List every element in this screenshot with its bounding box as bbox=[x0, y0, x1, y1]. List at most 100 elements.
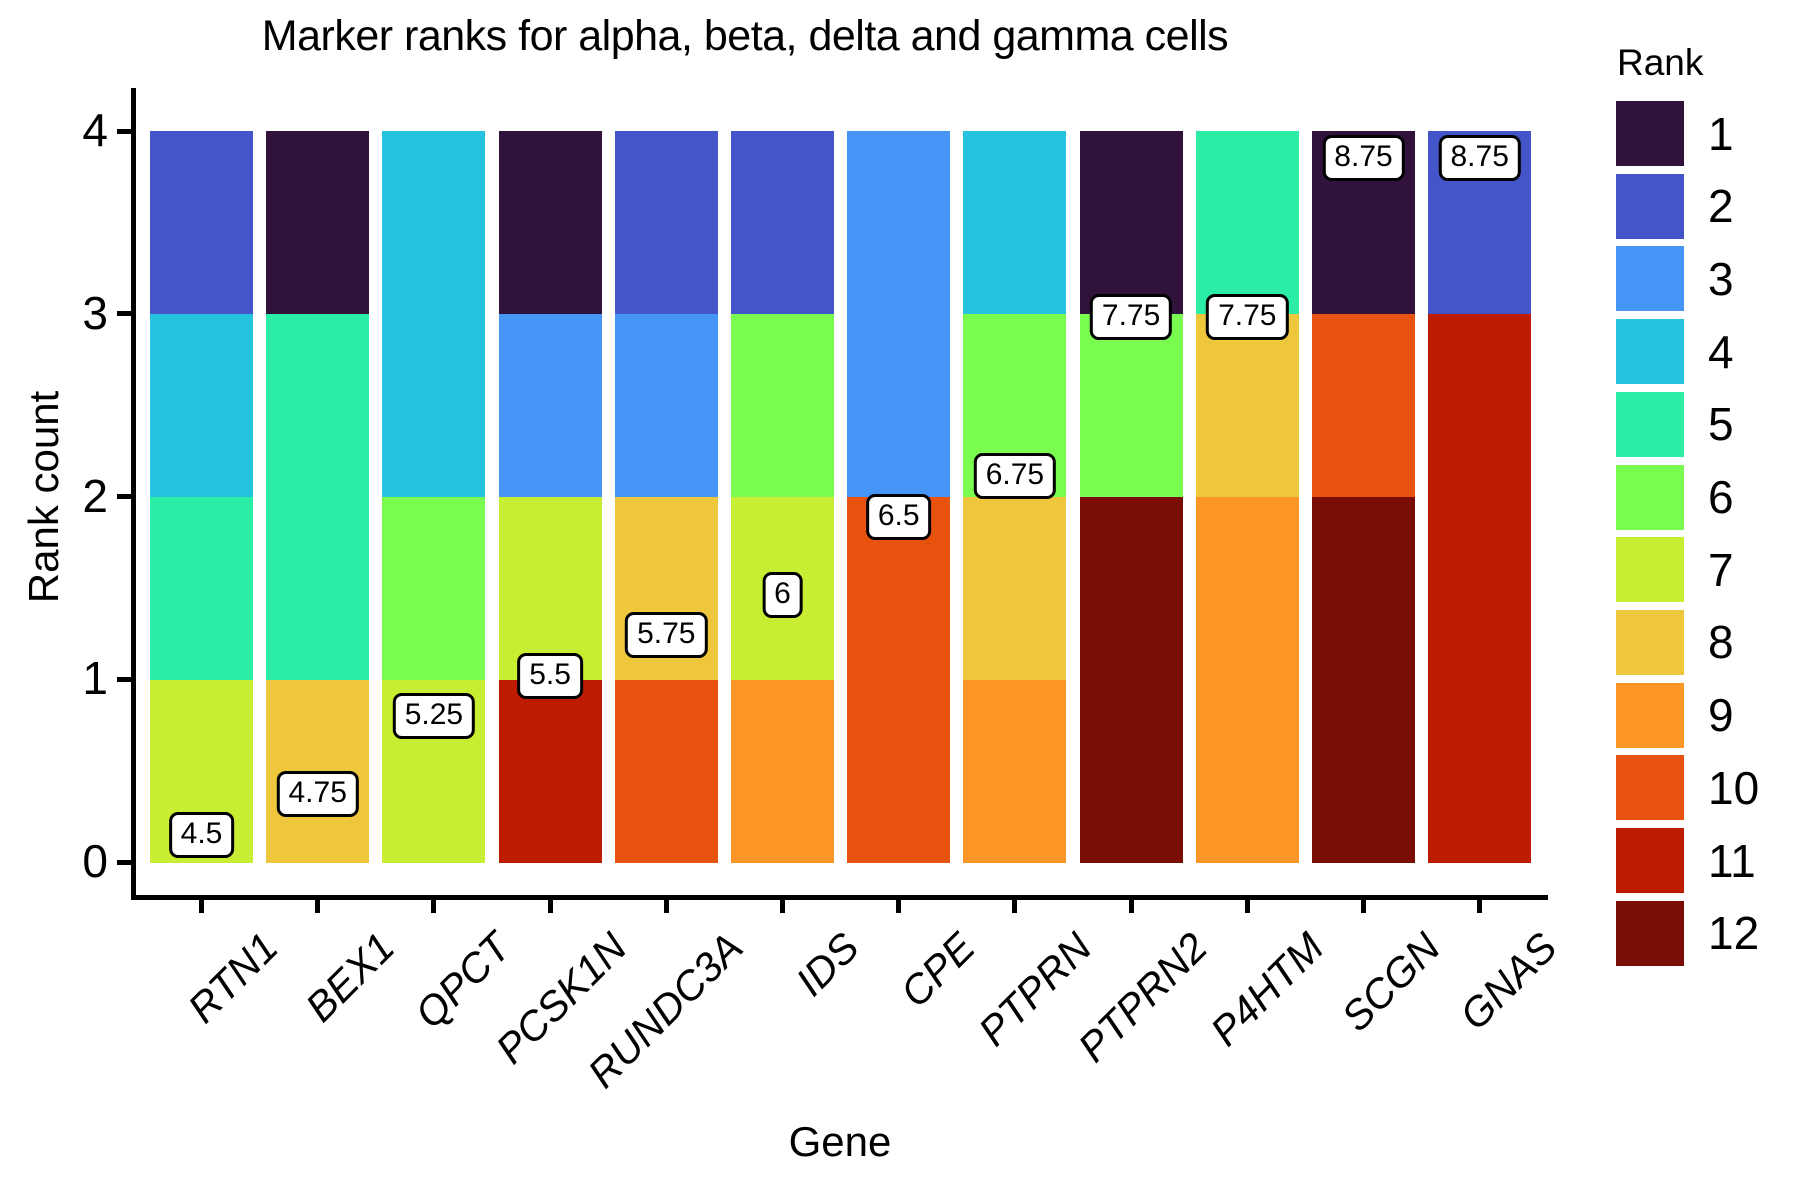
mean-rank-label-PTPRN2: 7.75 bbox=[1089, 294, 1173, 341]
bar-segment-PTPRN2-rank-12 bbox=[1079, 679, 1183, 863]
legend-swatch-rank-11 bbox=[1616, 828, 1684, 893]
x-tick-mark bbox=[1477, 900, 1483, 913]
legend-label-rank-7: 7 bbox=[1708, 543, 1734, 596]
y-tick-mark bbox=[117, 128, 131, 134]
x-tick-label-P4HTM: P4HTM bbox=[1201, 923, 1333, 1055]
legend-swatch-rank-5 bbox=[1616, 391, 1684, 457]
y-tick-mark bbox=[117, 494, 131, 499]
y-tick-label: 4 bbox=[82, 104, 108, 157]
chart-title: Marker ranks for alpha, beta, delta and … bbox=[261, 12, 1229, 60]
y-axis-spine bbox=[131, 88, 136, 900]
mean-rank-label-PTPRN: 6.75 bbox=[973, 453, 1057, 500]
bar-segment-BEX1-rank-8 bbox=[266, 679, 370, 863]
bar-segment-P4HTM-rank-8 bbox=[1195, 313, 1299, 498]
bar-segment-PCSK1N-rank-11 bbox=[498, 679, 602, 863]
legend-title: Rank bbox=[1617, 42, 1704, 83]
bar-segment-PTPRN-rank-8 bbox=[963, 496, 1067, 680]
bar-segment-CPE-rank-3 bbox=[847, 131, 951, 315]
y-tick-mark bbox=[117, 859, 131, 865]
bar-segment-GNAS-rank-11 bbox=[1428, 313, 1532, 498]
x-tick-mark bbox=[315, 900, 321, 913]
bar-segment-IDS-rank-2 bbox=[731, 131, 834, 315]
y-tick-label: 3 bbox=[82, 286, 108, 339]
bar-segment-GNAS-rank-11 bbox=[1428, 496, 1532, 680]
mean-rank-label-QPCT: 5.25 bbox=[392, 692, 476, 739]
legend-label-rank-4: 4 bbox=[1708, 325, 1734, 378]
bar-segment-QPCT-rank-4 bbox=[382, 131, 486, 315]
bar-segment-PCSK1N-rank-3 bbox=[498, 313, 602, 498]
bar-segment-BEX1-rank-5 bbox=[266, 496, 370, 680]
x-tick-label-IDS: IDS bbox=[787, 923, 868, 1005]
x-tick-label-RTN1: RTN1 bbox=[179, 923, 287, 1032]
x-tick-mark bbox=[199, 900, 204, 913]
legend-swatch-rank-8 bbox=[1616, 609, 1684, 675]
bar-segment-QPCT-rank-6 bbox=[382, 496, 486, 680]
legend-swatch-rank-12 bbox=[1616, 900, 1684, 966]
legend-label-rank-5: 5 bbox=[1708, 398, 1734, 451]
bar-segment-RUNDC3A-rank-2 bbox=[614, 131, 718, 315]
bar-segment-PTPRN2-rank-6 bbox=[1079, 313, 1183, 498]
y-tick-mark bbox=[117, 676, 131, 682]
bar-segment-RUNDC3A-rank-3 bbox=[614, 313, 718, 498]
bar-segment-P4HTM-rank-5 bbox=[1195, 131, 1299, 315]
mean-rank-label-PCSK1N: 5.5 bbox=[517, 652, 583, 699]
legend-label-rank-1: 1 bbox=[1708, 107, 1734, 160]
mean-rank-label-GNAS: 8.75 bbox=[1438, 135, 1521, 182]
bar-segment-PTPRN-rank-9 bbox=[963, 679, 1067, 863]
bar-segment-SCGN-rank-12 bbox=[1312, 679, 1415, 863]
y-tick-mark bbox=[117, 311, 131, 317]
bar-segment-RTN1-rank-5 bbox=[150, 496, 253, 680]
x-tick-mark bbox=[663, 900, 669, 913]
mean-rank-label-SCGN: 8.75 bbox=[1322, 135, 1405, 182]
bar-segment-RUNDC3A-rank-10 bbox=[614, 679, 718, 863]
y-tick-label: 1 bbox=[82, 652, 108, 705]
bar-segment-PCSK1N-rank-1 bbox=[498, 131, 602, 315]
x-tick-label-SCGN: SCGN bbox=[1332, 923, 1449, 1041]
mean-rank-label-BEX1: 4.75 bbox=[276, 771, 359, 818]
legend-label-rank-3: 3 bbox=[1708, 252, 1734, 305]
legend-label-rank-10: 10 bbox=[1708, 761, 1760, 814]
legend-label-rank-9: 9 bbox=[1708, 689, 1734, 742]
bar-segment-GNAS-rank-11 bbox=[1428, 679, 1532, 863]
bar-segment-RTN1-rank-2 bbox=[150, 131, 253, 315]
bar-segment-CPE-rank-10 bbox=[847, 679, 951, 863]
mean-rank-label-CPE: 6.5 bbox=[865, 493, 932, 540]
x-tick-mark bbox=[431, 900, 437, 913]
bar-segment-SCGN-rank-10 bbox=[1312, 313, 1415, 498]
legend-swatch-rank-6 bbox=[1616, 464, 1684, 530]
legend-swatch-rank-4 bbox=[1616, 319, 1684, 385]
legend-swatch-rank-2 bbox=[1616, 173, 1684, 239]
y-tick-label: 0 bbox=[82, 835, 108, 888]
bar-segment-IDS-rank-9 bbox=[731, 679, 834, 863]
x-tick-label-BEX1: BEX1 bbox=[296, 923, 404, 1031]
legend-label-rank-8: 8 bbox=[1708, 616, 1734, 669]
x-tick-label-PTPRN2: PTPRN2 bbox=[1069, 923, 1217, 1071]
bar-segment-BEX1-rank-5 bbox=[266, 313, 370, 498]
bar-segment-P4HTM-rank-9 bbox=[1195, 679, 1299, 863]
legend-swatch-rank-10 bbox=[1616, 755, 1684, 821]
bar-segment-QPCT-rank-4 bbox=[382, 313, 486, 498]
x-tick-mark bbox=[547, 900, 553, 913]
x-axis-spine bbox=[131, 895, 1548, 900]
bar-segment-PTPRN2-rank-12 bbox=[1079, 496, 1183, 680]
x-tick-label-CPE: CPE bbox=[891, 923, 985, 1017]
legend-swatch-rank-1 bbox=[1616, 101, 1684, 166]
legend-label-rank-12: 12 bbox=[1708, 907, 1760, 960]
legend-label-rank-6: 6 bbox=[1708, 471, 1734, 523]
bar-segment-PCSK1N-rank-7 bbox=[498, 496, 602, 680]
legend-label-rank-11: 11 bbox=[1708, 834, 1756, 887]
mean-rank-label-RUNDC3A: 5.75 bbox=[625, 612, 708, 659]
x-tick-mark bbox=[1361, 900, 1366, 913]
bar-segment-SCGN-rank-12 bbox=[1312, 496, 1415, 680]
bar-segment-PTPRN-rank-4 bbox=[963, 131, 1067, 315]
x-tick-mark bbox=[1128, 900, 1134, 913]
bar-segment-IDS-rank-6 bbox=[731, 313, 834, 498]
x-tick-mark bbox=[1012, 900, 1018, 913]
mean-rank-label-P4HTM: 7.75 bbox=[1206, 294, 1289, 341]
legend-swatch-rank-3 bbox=[1616, 246, 1684, 312]
bar-segment-BEX1-rank-1 bbox=[266, 131, 370, 315]
y-tick-label: 2 bbox=[82, 469, 108, 522]
legend-swatch-rank-7 bbox=[1616, 537, 1684, 603]
